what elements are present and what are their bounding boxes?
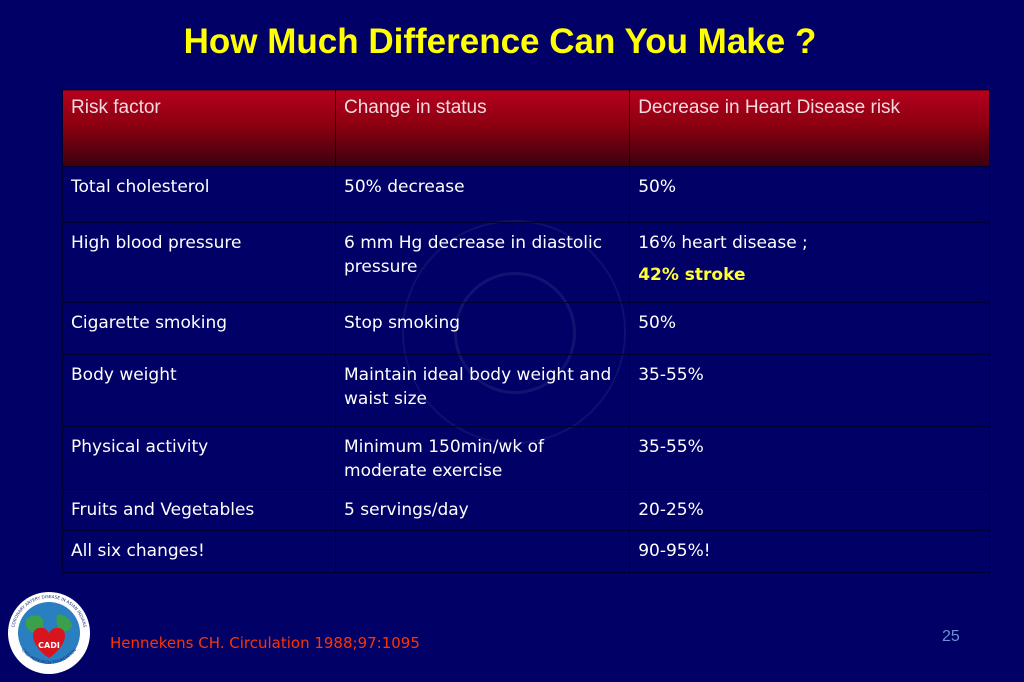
logo-text: CADI bbox=[38, 641, 60, 650]
risk-factor-cell: Physical activity bbox=[61, 426, 337, 490]
table-row: High blood pressure 6 mm Hg decrease in … bbox=[61, 222, 990, 303]
decrease-cell: 50% bbox=[629, 302, 990, 355]
heart-globe-logo-icon: CADI CORONARY ARTERY DISEASE IN ASIAN IN… bbox=[8, 592, 90, 674]
risk-factor-table: Risk factor Change in status Decrease in… bbox=[61, 89, 990, 573]
risk-factor-cell: Body weight bbox=[61, 354, 337, 427]
risk-factor-cell: Fruits and Vegetables bbox=[61, 489, 337, 531]
change-cell: Maintain ideal body weight and waist siz… bbox=[335, 354, 631, 427]
risk-factor-cell: All six changes! bbox=[61, 530, 337, 573]
header-decrease-risk: Decrease in Heart Disease risk bbox=[629, 89, 990, 167]
change-cell: 5 servings/day bbox=[335, 489, 631, 531]
table-row-summary: All six changes! 90-95%! bbox=[61, 530, 990, 573]
page-number: 25 bbox=[942, 628, 960, 645]
change-cell: 6 mm Hg decrease in diastolic pressure bbox=[335, 222, 631, 303]
table-row: Cigarette smoking Stop smoking 50% bbox=[61, 302, 990, 355]
table-row: Body weight Maintain ideal body weight a… bbox=[61, 354, 990, 427]
header-change-in-status: Change in status bbox=[335, 89, 631, 167]
risk-factor-cell: High blood pressure bbox=[61, 222, 337, 303]
change-cell bbox=[335, 530, 631, 573]
risk-factor-cell: Cigarette smoking bbox=[61, 302, 337, 355]
citation-text: Hennekens CH. Circulation 1988;97:1095 bbox=[110, 634, 420, 652]
slide-title: How Much Difference Can You Make ? bbox=[183, 22, 817, 61]
change-cell: Minimum 150min/wk of moderate exercise bbox=[335, 426, 631, 490]
decrease-stroke-text: 42% stroke bbox=[638, 265, 746, 285]
header-risk-factor: Risk factor bbox=[61, 89, 337, 167]
decrease-cell: 35-55% bbox=[629, 426, 990, 490]
table-row: Total cholesterol 50% decrease 50% bbox=[61, 166, 990, 223]
decrease-cell: 16% heart disease ; 42% stroke bbox=[629, 222, 990, 303]
table-row: Physical activity Minimum 150min/wk of m… bbox=[61, 426, 990, 490]
change-cell: 50% decrease bbox=[335, 166, 631, 223]
decrease-cell: 50% bbox=[629, 166, 990, 223]
decrease-cell: 90-95%! bbox=[629, 530, 990, 573]
decrease-heart-disease-text: 16% heart disease ; bbox=[638, 233, 808, 253]
risk-factor-cell: Total cholesterol bbox=[61, 166, 337, 223]
decrease-cell: 20-25% bbox=[629, 489, 990, 531]
table-row: Fruits and Vegetables 5 servings/day 20-… bbox=[61, 489, 990, 531]
change-cell: Stop smoking bbox=[335, 302, 631, 355]
decrease-cell: 35-55% bbox=[629, 354, 990, 427]
table-header-row: Risk factor Change in status Decrease in… bbox=[61, 89, 990, 167]
